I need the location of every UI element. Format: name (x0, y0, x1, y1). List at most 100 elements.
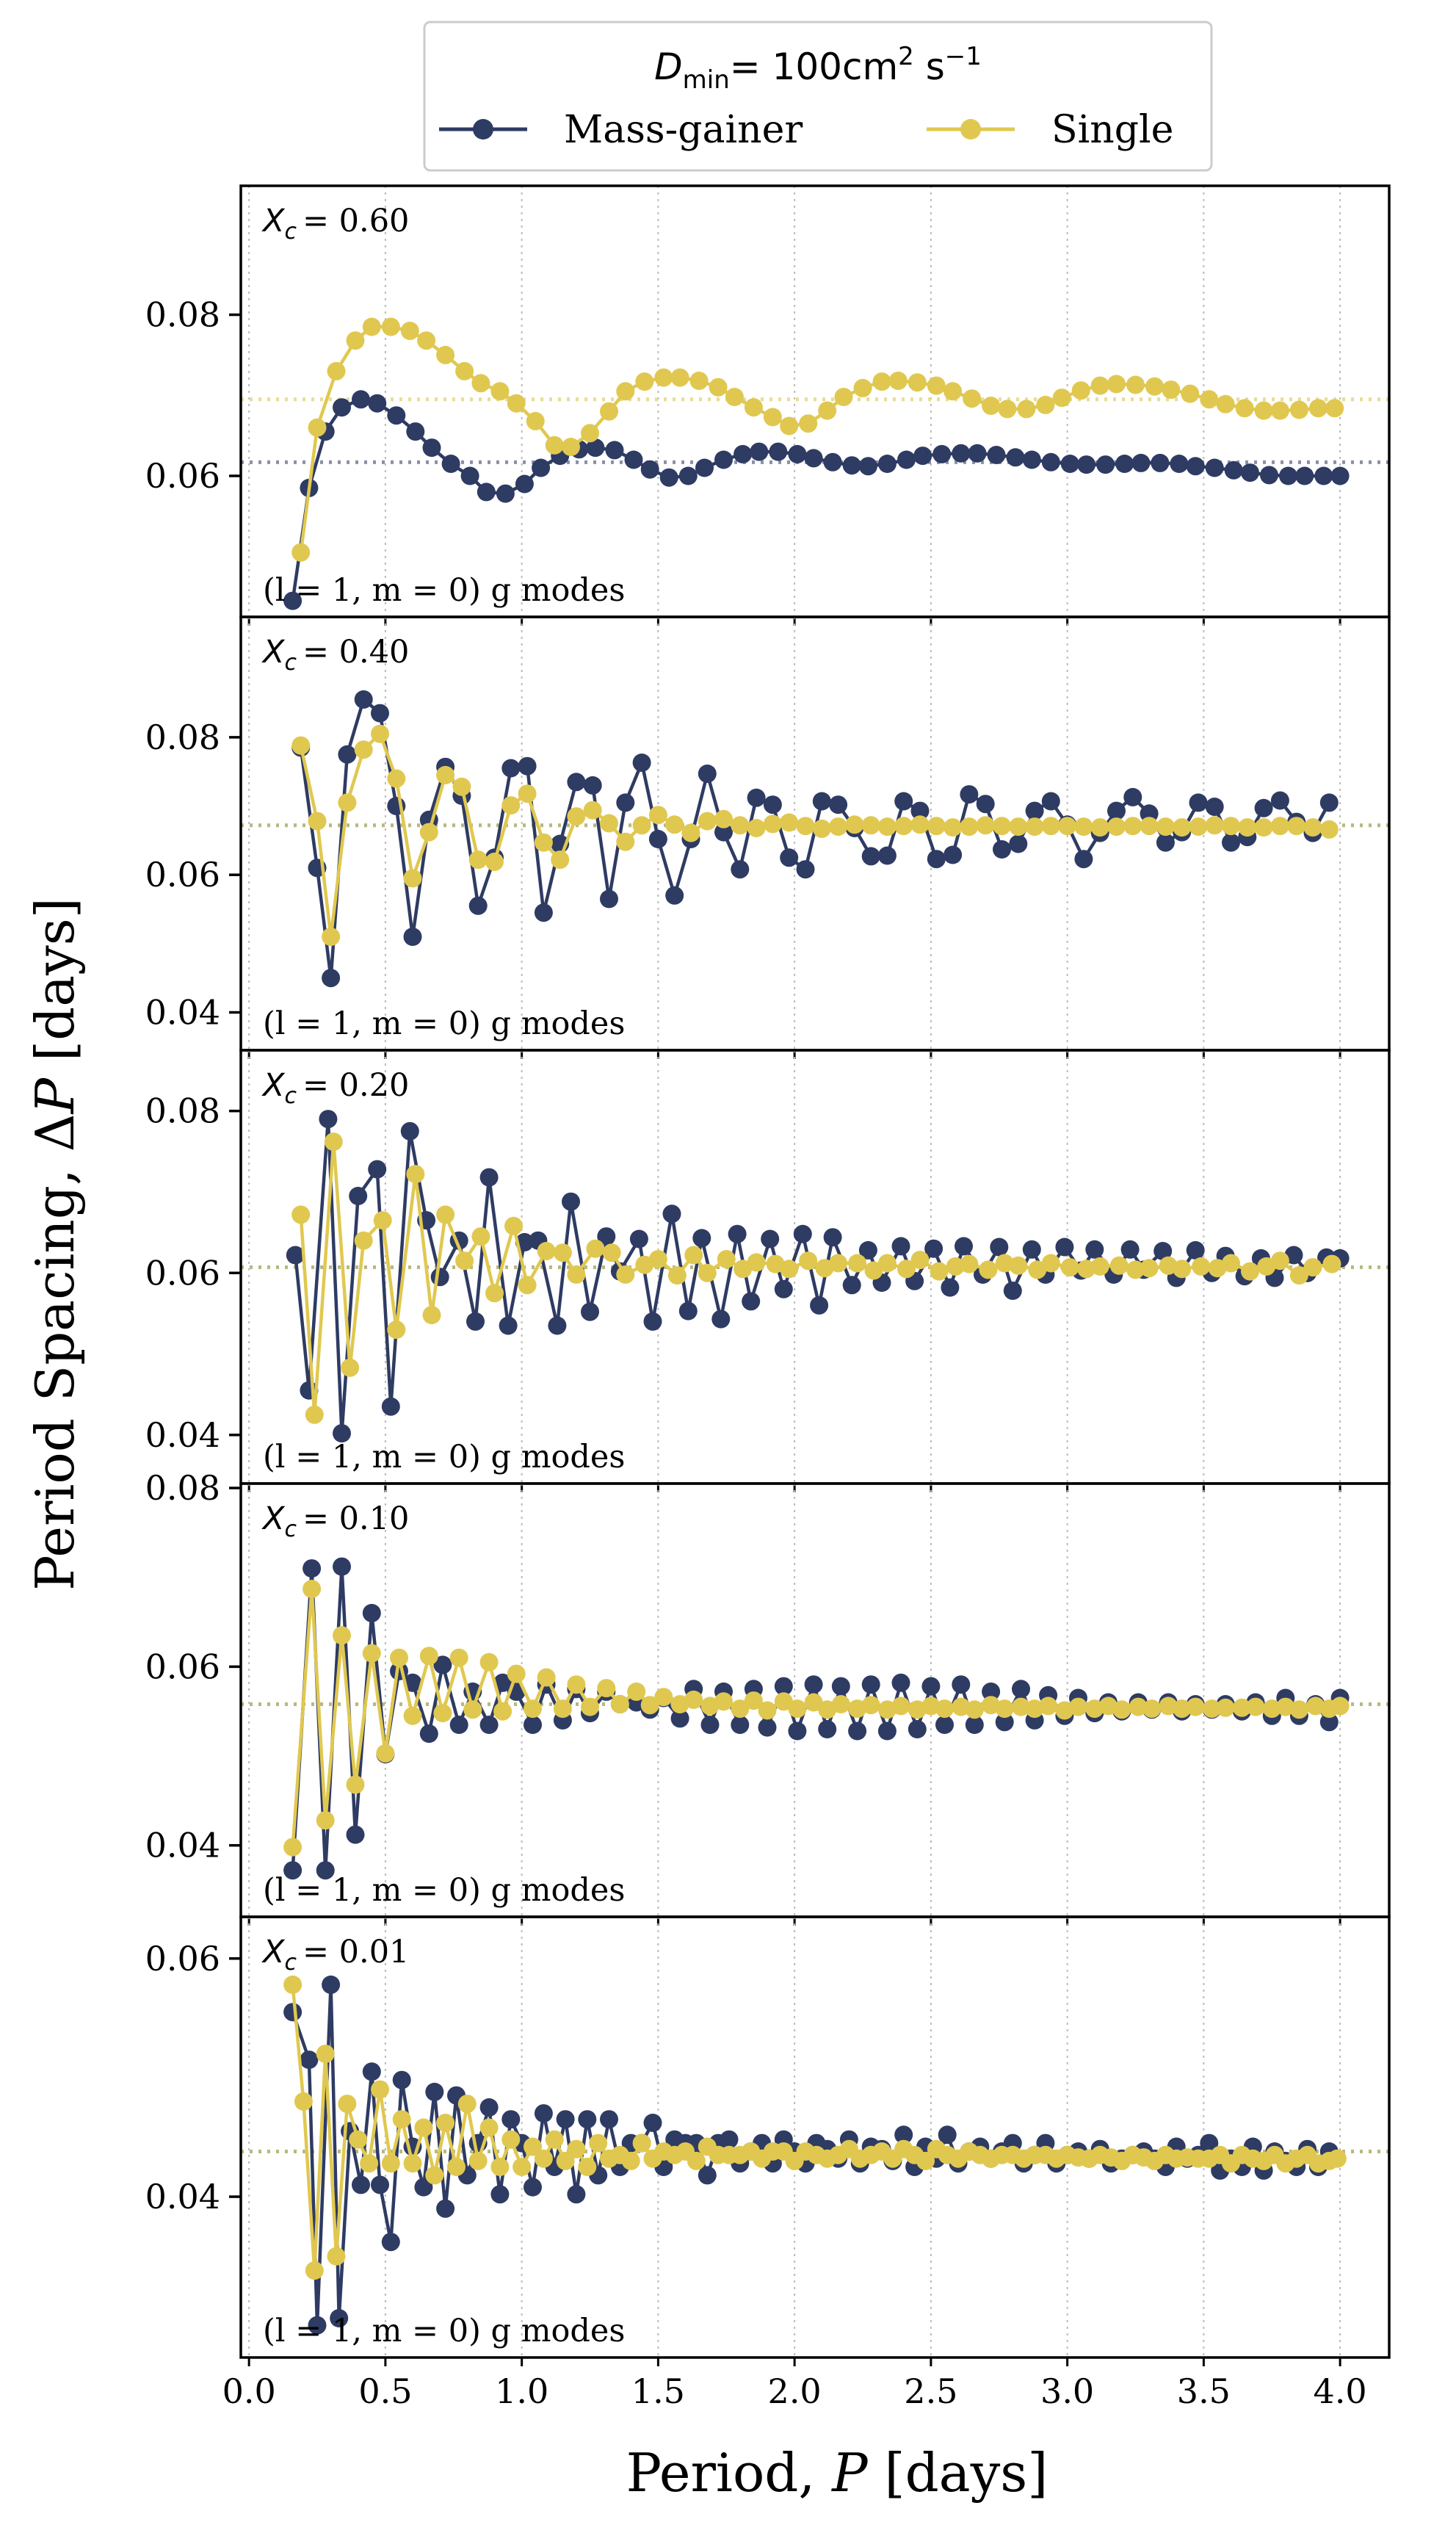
data-point-mass_gainer (403, 1673, 422, 1692)
data-point-single (616, 382, 635, 401)
data-point-mass_gainer (1319, 793, 1339, 812)
data-point-single (387, 769, 406, 788)
data-point-mass_gainer (1107, 801, 1126, 820)
data-point-mass_gainer (441, 455, 460, 473)
data-point-single (845, 815, 864, 834)
data-point-single (436, 765, 455, 784)
data-point-mass_gainer (283, 1861, 303, 1880)
data-point-single (982, 397, 1001, 415)
data-point-single (921, 1697, 941, 1716)
data-point-mass_gainer (1025, 801, 1044, 820)
data-point-mass_gainer (303, 1559, 322, 1578)
data-point-mass_gainer (1222, 833, 1240, 852)
data-point-single (567, 2139, 586, 2158)
data-point-mass_gainer (941, 1278, 960, 1297)
data-point-mass_gainer (578, 2110, 597, 2129)
data-point-single (305, 2261, 324, 2280)
data-point-single (1303, 1258, 1322, 1277)
data-point-mass_gainer (848, 1721, 867, 1741)
data-point-mass_gainer (1156, 833, 1175, 852)
data-point-mass_gainer (333, 398, 351, 417)
data-point-mass_gainer (788, 1721, 807, 1741)
data-point-single (333, 1626, 351, 1645)
data-point-single (1289, 400, 1308, 419)
data-point-single (553, 1699, 572, 1719)
data-point-mass_gainer (698, 765, 717, 783)
data-point-single (632, 2133, 651, 2153)
x-tick-label: 3.5 (1177, 2371, 1231, 2411)
data-point-mass_gainer (400, 1121, 419, 1141)
mode-label: (l = 1, m = 0) g modes (263, 572, 625, 609)
data-point-single (734, 1260, 753, 1279)
data-point-single (1041, 1254, 1060, 1273)
data-point-single (589, 2133, 608, 2153)
data-point-single (910, 1251, 930, 1270)
data-point-mass_gainer (1055, 1237, 1074, 1257)
data-point-single (635, 372, 654, 391)
y-tick-label: 0.06 (145, 1253, 220, 1293)
x-tick-label: 2.5 (904, 2371, 957, 2411)
data-point-single (534, 833, 553, 852)
data-point-mass_gainer (891, 1673, 910, 1692)
data-point-mass_gainer (333, 1424, 351, 1443)
data-point-mass_gainer (670, 1709, 689, 1728)
data-point-single (507, 394, 526, 413)
data-point-single (853, 378, 872, 397)
data-point-single (1328, 2149, 1347, 2168)
data-point-single (1254, 818, 1273, 837)
data-point-single (780, 813, 799, 832)
data-point-single (1216, 1698, 1235, 1717)
data-point-mass_gainer (1120, 1240, 1140, 1259)
data-point-single (537, 1668, 556, 1687)
x-axis-ticks: 0.0 0.5 1.0 1.5 2.0 2.5 3.0 3.5 4.0 (222, 2371, 1367, 2411)
data-point-single (425, 2166, 444, 2185)
data-point-mass_gainer (842, 1276, 861, 1295)
data-point-mass_gainer (460, 466, 479, 485)
data-point-mass_gainer (894, 792, 913, 811)
data-point-mass_gainer (711, 1309, 731, 1329)
data-point-single (403, 869, 422, 888)
data-point-single (381, 2154, 400, 2173)
data-point-mass_gainer (968, 444, 987, 463)
data-point-single (1142, 1699, 1162, 1719)
data-point-mass_gainer (877, 846, 897, 865)
data-point-mass_gainer (894, 2125, 913, 2145)
data-point-mass_gainer (965, 1716, 984, 1734)
data-point-single (965, 1700, 984, 1719)
data-point-single (1162, 380, 1181, 400)
data-point-mass_gainer (793, 1224, 812, 1243)
data-point-mass_gainer (1170, 455, 1189, 473)
data-point-single (1173, 818, 1192, 837)
data-point-mass_gainer (1295, 466, 1314, 485)
data-point-single (731, 1699, 750, 1719)
data-point-single (578, 2158, 597, 2176)
data-point-mass_gainer (823, 452, 842, 471)
data-point-mass_gainer (780, 848, 799, 867)
data-point-single (518, 784, 537, 803)
data-point-mass_gainer (556, 2110, 575, 2129)
data-point-single (910, 815, 930, 834)
data-point-mass_gainer (381, 2233, 400, 2252)
data-point-mass_gainer (322, 1975, 341, 1994)
data-point-single (1071, 381, 1090, 400)
data-point-single (995, 1699, 1014, 1719)
y-tick-label: 0.04 (145, 2177, 220, 2216)
data-point-single (717, 1250, 736, 1268)
data-point-mass_gainer (371, 2175, 389, 2194)
data-point-single (1090, 376, 1109, 395)
data-point-mass_gainer (524, 1716, 542, 1734)
data-point-single (891, 1697, 910, 1716)
y-tick-label: 0.08 (145, 295, 220, 335)
panel-label-xc: Xc = 0.60 (261, 203, 409, 245)
data-point-mass_gainer (1205, 798, 1224, 816)
data-point-mass_gainer (479, 1168, 499, 1187)
data-point-single (687, 2151, 706, 2170)
data-point-single (490, 382, 510, 401)
data-point-single (551, 850, 570, 870)
data-point-single (1109, 1256, 1129, 1275)
data-point-mass_gainer (352, 2175, 370, 2194)
data-point-single (553, 1243, 572, 1262)
data-point-mass_gainer (761, 1229, 780, 1249)
data-point-mass_gainer (955, 1237, 973, 1256)
